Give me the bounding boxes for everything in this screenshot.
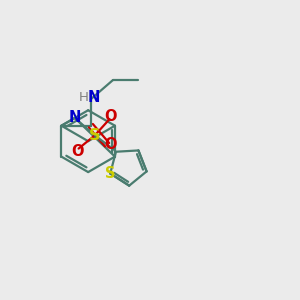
Text: O: O [104, 137, 117, 152]
Text: O: O [105, 109, 117, 124]
Text: N: N [69, 110, 81, 125]
Text: H: H [79, 91, 88, 104]
Text: S: S [89, 128, 100, 143]
Text: N: N [88, 90, 100, 105]
Text: O: O [71, 144, 83, 159]
Text: S: S [105, 166, 116, 181]
